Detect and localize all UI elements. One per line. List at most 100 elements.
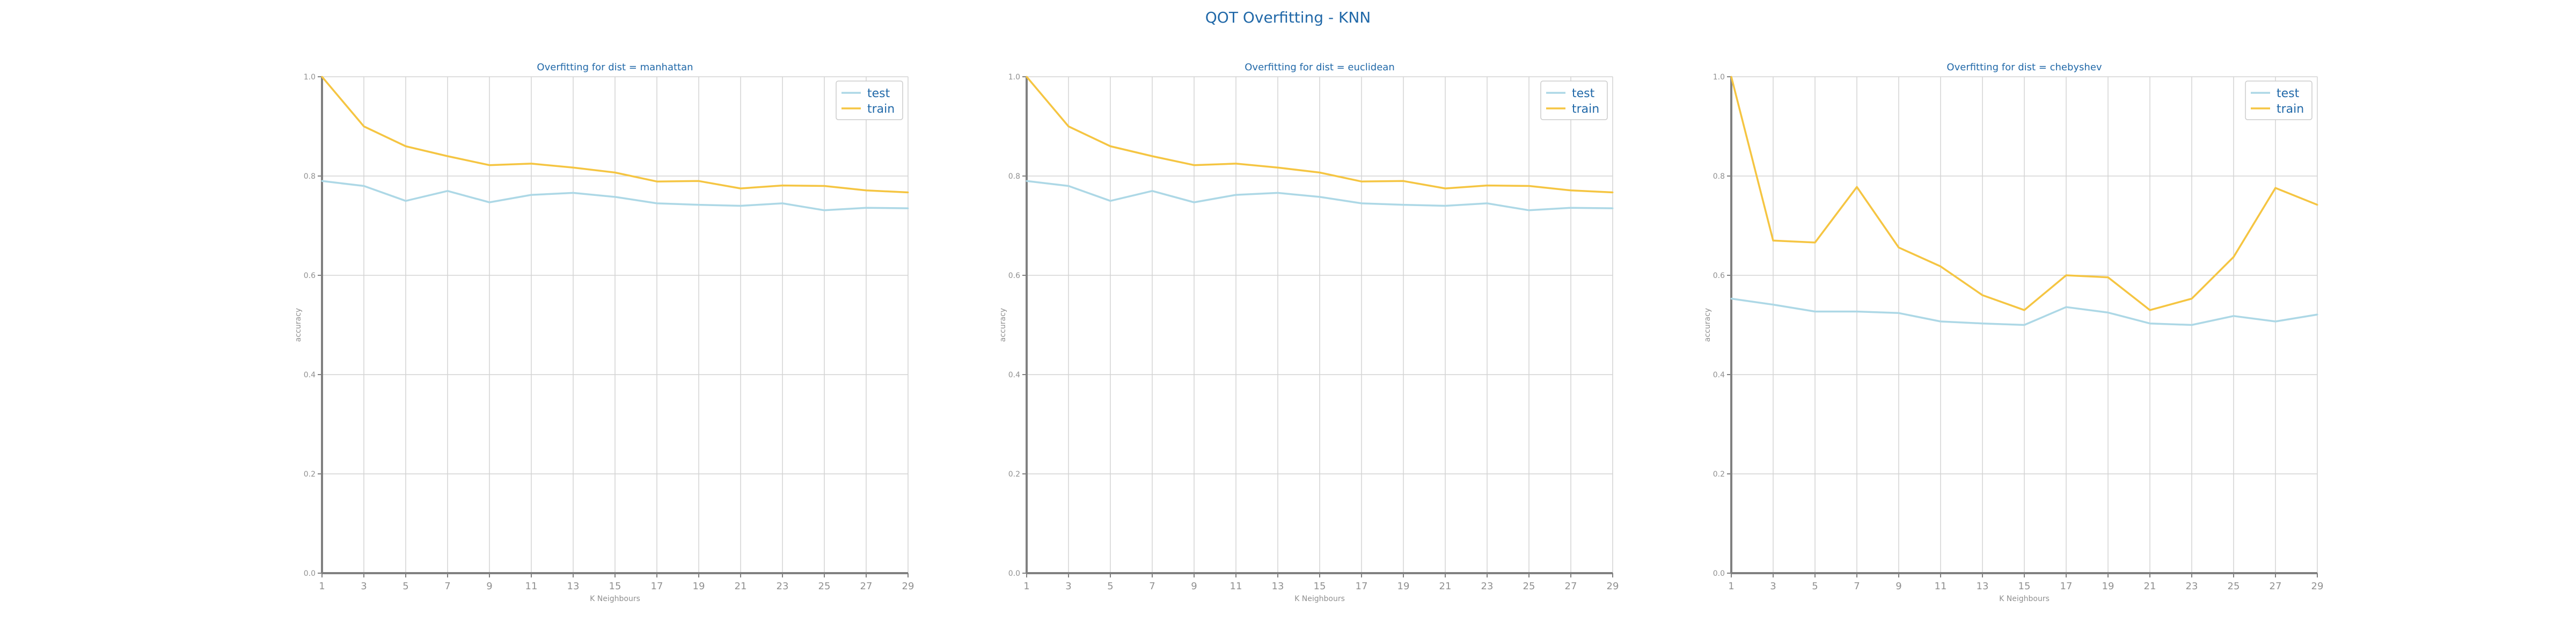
- y-tick-label: 0.2: [304, 470, 316, 479]
- data-point-test: [1109, 200, 1111, 202]
- data-point-test: [740, 205, 742, 207]
- data-point-train: [1026, 76, 1028, 78]
- data-point-train: [1940, 265, 1942, 267]
- data-point-test: [1277, 192, 1279, 194]
- y-tick-label: 0.8: [304, 172, 316, 181]
- chart-panel-3: 1 3 5 7 9 11 13 15 17 19 21 23 25 27 290.00.20.40.60.8…: [1703, 62, 2323, 603]
- x-tick-label: 9: [1191, 581, 1197, 592]
- x-tick-label: 21: [1439, 581, 1452, 592]
- data-point-train: [2233, 256, 2235, 258]
- data-point-train: [656, 180, 658, 182]
- data-point-train: [907, 192, 909, 194]
- data-point-test: [2107, 311, 2109, 313]
- y-tick-label: 0.0: [304, 569, 316, 578]
- data-point-train: [572, 166, 574, 169]
- data-point-test: [2191, 324, 2193, 326]
- data-point-test: [1856, 311, 1858, 313]
- figure-title: QOT Overfitting - KNN: [1205, 9, 1371, 26]
- y-tick-label: 0.2: [1713, 470, 1725, 479]
- x-tick-label: 1: [319, 581, 325, 592]
- data-point-train: [1067, 126, 1070, 127]
- data-point-train: [2149, 309, 2151, 311]
- y-tick-label: 0.2: [1008, 470, 1020, 479]
- data-point-train: [1612, 192, 1614, 194]
- data-point-train: [2316, 204, 2318, 206]
- data-point-train: [1570, 189, 1572, 192]
- y-tick-label: 1.0: [1008, 73, 1020, 82]
- data-point-test: [865, 207, 867, 209]
- x-tick-label: 21: [735, 581, 747, 592]
- x-tick-label: 11: [1230, 581, 1242, 592]
- y-tick-label: 1.0: [304, 73, 316, 82]
- data-point-test: [1486, 202, 1488, 204]
- legend-label-train: train: [867, 103, 895, 116]
- x-tick-label: 17: [2060, 581, 2073, 592]
- x-tick-label: 13: [1977, 581, 1989, 592]
- data-point-test: [2274, 320, 2277, 323]
- data-point-train: [2023, 309, 2025, 311]
- data-point-test: [1067, 185, 1070, 187]
- data-point-test: [781, 202, 784, 204]
- x-tick-label: 25: [818, 581, 831, 592]
- x-tick-label: 15: [1314, 581, 1326, 592]
- data-point-train: [1856, 186, 1858, 188]
- data-point-test: [363, 185, 365, 187]
- data-point-train: [1981, 294, 1984, 296]
- data-point-train: [405, 145, 407, 147]
- y-tick-label: 0.6: [1713, 272, 1725, 280]
- y-tick-label: 0.4: [304, 371, 316, 379]
- y-tick-label: 0.6: [304, 272, 316, 280]
- data-point-test: [321, 180, 323, 182]
- data-point-test: [2023, 324, 2025, 326]
- data-point-test: [1444, 205, 1446, 207]
- x-tick-label: 15: [2018, 581, 2031, 592]
- x-tick-label: 7: [1854, 581, 1860, 592]
- x-tick-label: 7: [1149, 581, 1155, 592]
- y-tick-label: 0.0: [1713, 569, 1725, 578]
- x-tick-label: 23: [1481, 581, 1494, 592]
- x-tick-label: 13: [1272, 581, 1284, 592]
- x-tick-label: 19: [693, 581, 705, 592]
- x-tick-label: 27: [2270, 581, 2282, 592]
- data-point-test: [907, 207, 909, 209]
- x-tick-label: 7: [444, 581, 450, 592]
- data-point-train: [1814, 241, 1816, 244]
- x-tick-label: 27: [1565, 581, 1577, 592]
- data-point-train: [2274, 187, 2277, 189]
- data-point-train: [1898, 246, 1900, 248]
- data-point-test: [572, 192, 574, 194]
- data-point-test: [1360, 202, 1363, 204]
- x-tick-label: 5: [1107, 581, 1113, 592]
- x-tick-label: 3: [1065, 581, 1071, 592]
- x-tick-label: 19: [2102, 581, 2114, 592]
- chart-title: Overfitting for dist = chebyshev: [1946, 62, 2102, 73]
- data-point-train: [1528, 185, 1530, 187]
- legend-box: [2245, 80, 2312, 120]
- legend-label-test: test: [1572, 87, 1595, 100]
- legend-box: [836, 80, 903, 120]
- data-point-train: [1444, 187, 1446, 189]
- data-point-train: [1730, 76, 1732, 78]
- data-point-test: [1026, 180, 1028, 182]
- data-point-train: [1277, 166, 1279, 169]
- data-point-train: [2065, 274, 2067, 276]
- data-point-train: [1486, 185, 1488, 187]
- data-point-test: [698, 204, 700, 206]
- x-axis-label: K Neighbours: [590, 595, 640, 603]
- data-point-test: [1235, 194, 1237, 196]
- x-tick-label: 27: [860, 581, 873, 592]
- y-tick-label: 0.8: [1713, 172, 1725, 181]
- data-point-train: [2191, 297, 2193, 299]
- data-point-test: [1151, 190, 1153, 192]
- x-tick-label: 1: [1728, 581, 1734, 592]
- data-point-test: [1730, 297, 1732, 299]
- y-tick-label: 0.0: [1008, 569, 1020, 578]
- data-point-train: [781, 185, 784, 187]
- data-point-train: [1193, 164, 1195, 166]
- data-point-train: [1402, 180, 1404, 182]
- y-tick-label: 0.4: [1713, 371, 1725, 379]
- data-point-train: [363, 126, 365, 127]
- data-point-test: [447, 190, 449, 192]
- data-point-test: [1981, 323, 1984, 325]
- x-tick-label: 11: [1935, 581, 1947, 592]
